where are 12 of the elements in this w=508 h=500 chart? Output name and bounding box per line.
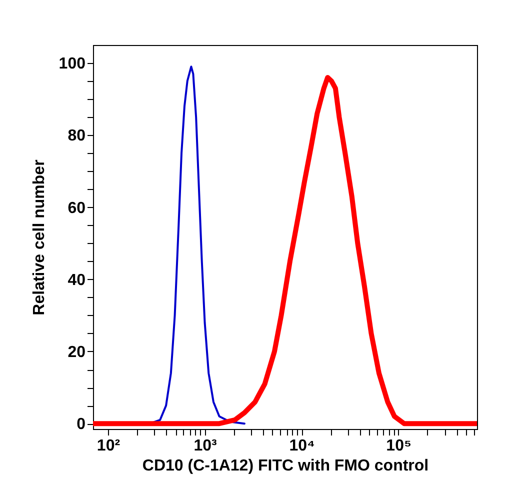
- y-tick-label: 60: [68, 200, 86, 217]
- y-tick-label: 100: [58, 56, 86, 73]
- y-tick-label: 40: [68, 272, 86, 289]
- x-tick-label: 10³: [194, 438, 217, 454]
- x-tick-label: 10²: [96, 438, 120, 454]
- x-tick-label: 10⁵: [386, 438, 412, 454]
- y-tick-label: 20: [68, 344, 86, 361]
- y-axis-title: Relative cell number: [30, 160, 48, 316]
- y-tick-label: 0: [76, 416, 86, 434]
- y-tick-label: 80: [68, 128, 86, 145]
- x-tick-label: 10⁴: [289, 438, 315, 454]
- x-axis-title: CD10 (C-1A12) FITC with FMO control: [142, 458, 429, 474]
